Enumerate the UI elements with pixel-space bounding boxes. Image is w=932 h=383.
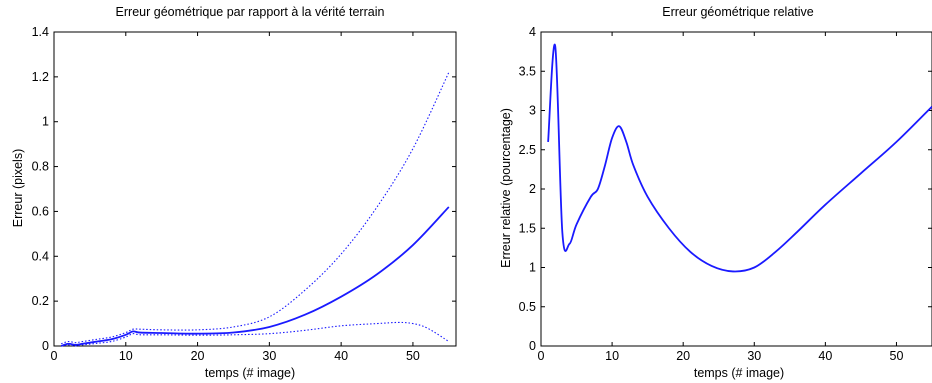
x-tick-label: 50 (406, 349, 420, 363)
y-tick-label: 2 (529, 182, 536, 196)
y-tick-label: 0.5 (519, 300, 536, 314)
y-tick-label: 0.4 (32, 249, 49, 263)
chart-ground-truth-error: Erreur géométrique par rapport à la véri… (11, 5, 457, 380)
x-tick-label: 0 (538, 349, 545, 363)
y-tick-label: 0 (529, 339, 536, 353)
y-tick-label: 3.5 (519, 64, 536, 78)
y-tick-label: 1.2 (32, 70, 49, 84)
chart-title: Erreur géométrique par rapport à la véri… (116, 5, 385, 19)
series-line-dotted (60, 72, 450, 345)
plot-area (540, 31, 932, 347)
y-tick-label: 0 (42, 339, 49, 353)
x-tick-label: 0 (51, 349, 58, 363)
tick-group: 0 10 20 30 40 50 0 0.2 0.4 0.6 0.8 1 1.2 1.4 (32, 25, 456, 363)
series-group (60, 72, 450, 347)
tick-group: 0 10 20 30 40 50 0 0.5 1 1.5 2 2.5 3 3.5 4 (519, 25, 932, 363)
chart-relative-error: Erreur géométrique relative temps (# ima… (499, 5, 932, 380)
y-axis-label: Erreur relative (pourcentage) (499, 108, 513, 268)
x-tick-label: 20 (676, 349, 690, 363)
x-tick-label: 10 (605, 349, 619, 363)
x-tick-label: 20 (191, 349, 205, 363)
series-line-dotted (61, 321, 450, 347)
plot-area (53, 31, 457, 347)
series-line (60, 206, 450, 347)
x-tick-label: 30 (262, 349, 276, 363)
x-tick-label: 30 (747, 349, 761, 363)
y-tick-label: 0.2 (32, 294, 49, 308)
x-axis-label: temps (# image) (694, 366, 784, 380)
x-tick-label: 50 (890, 349, 904, 363)
y-axis-label: Erreur (pixels) (11, 149, 25, 228)
y-tick-label: 1 (529, 261, 536, 275)
y-tick-label: 3 (529, 104, 536, 118)
chart-title: Erreur géométrique relative (662, 5, 814, 19)
series-line (547, 43, 932, 273)
y-tick-label: 2.5 (519, 143, 536, 157)
series-group (547, 43, 932, 273)
x-tick-label: 40 (334, 349, 348, 363)
y-tick-label: 1 (42, 115, 49, 129)
y-tick-label: 1.5 (519, 221, 536, 235)
y-tick-label: 1.4 (32, 25, 49, 39)
x-tick-label: 10 (119, 349, 133, 363)
y-tick-label: 0.6 (32, 204, 49, 218)
y-tick-label: 0.8 (32, 160, 49, 174)
y-tick-label: 4 (529, 25, 536, 39)
x-tick-label: 40 (818, 349, 832, 363)
x-axis-label: temps (# image) (205, 366, 295, 380)
